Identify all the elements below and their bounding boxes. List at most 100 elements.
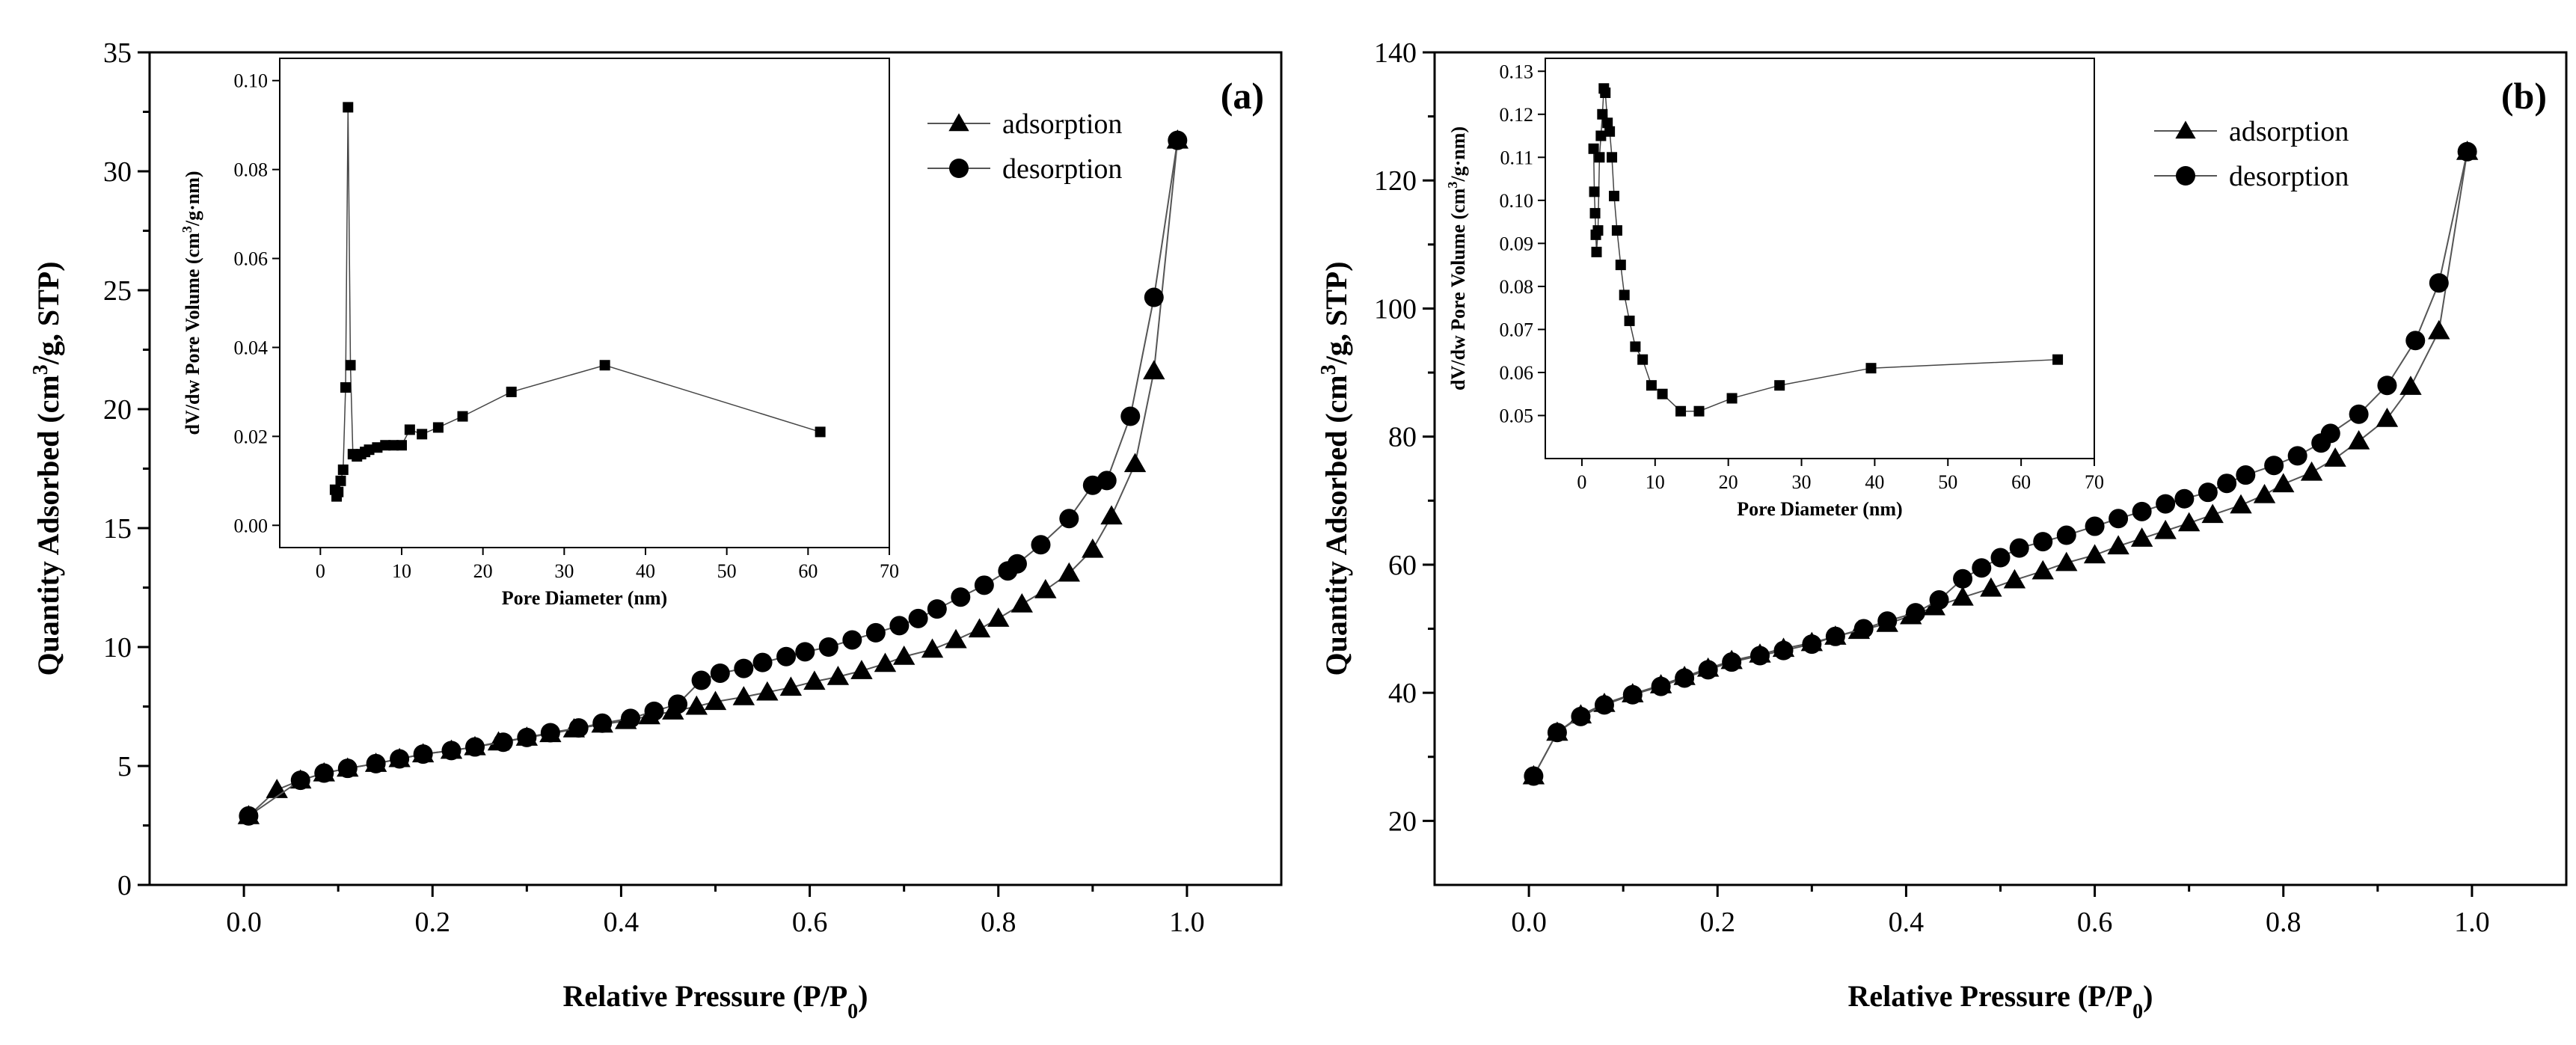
legend-marker-adsorption — [948, 113, 969, 132]
data-point-adsorption — [2376, 408, 2399, 427]
data-point-desorption — [540, 723, 560, 743]
inset-data-point — [1591, 246, 1602, 257]
inset-x-tick-label: 40 — [636, 560, 655, 582]
data-point-desorption — [752, 652, 773, 672]
data-point-desorption — [1144, 287, 1164, 307]
x-tick-label: 0.4 — [604, 907, 640, 938]
data-point-desorption — [974, 575, 994, 595]
legend-label-desorption: desorption — [1002, 153, 1122, 185]
inset-data-point — [404, 424, 415, 435]
data-point-desorption — [290, 770, 310, 791]
data-point-desorption — [644, 701, 664, 721]
data-point-desorption — [1877, 611, 1898, 631]
data-point-desorption — [1990, 548, 2011, 568]
series-desorption — [239, 130, 1188, 826]
data-point-desorption — [390, 749, 410, 769]
inset-data-point — [1594, 152, 1605, 163]
data-point-adsorption — [2324, 447, 2346, 467]
data-point-adsorption — [2230, 494, 2252, 514]
data-point-adsorption — [2272, 473, 2295, 493]
inset-data-point — [1637, 354, 1649, 365]
data-point-adsorption — [1980, 577, 2002, 597]
data-point-adsorption — [1100, 505, 1123, 525]
data-point-desorption — [239, 806, 259, 826]
legend: adsorption desorption — [2154, 116, 2349, 192]
inset-data-point — [1589, 208, 1601, 219]
inset-y-tick-label: 0.00 — [234, 515, 269, 536]
inset-frame — [1545, 58, 2095, 459]
inset-data-point — [1624, 315, 1635, 326]
panel-label: (a) — [1221, 75, 1264, 117]
data-point-desorption — [889, 616, 910, 636]
data-point-adsorption — [266, 779, 288, 798]
inset-chart: 0 10 20 30 40 50 60 70 0.00 0.02 0.04 0.06 0.08 0.10 P… — [180, 58, 899, 609]
data-point-desorption — [621, 708, 641, 729]
data-point-desorption — [1168, 130, 1188, 150]
data-point-desorption — [1059, 509, 1079, 529]
data-point-adsorption — [987, 607, 1010, 627]
data-point-desorption — [2377, 376, 2397, 396]
data-point-adsorption — [874, 652, 897, 672]
data-point-desorption — [2156, 494, 2176, 514]
data-point-desorption — [413, 744, 433, 764]
inset-data-point — [380, 440, 391, 451]
inset-data-point — [364, 444, 375, 456]
inset-data-point — [1619, 289, 1630, 301]
data-point-desorption — [2085, 516, 2105, 536]
data-point-desorption — [2349, 404, 2369, 424]
data-point-desorption — [1698, 660, 1718, 680]
inset-x-tick-label: 30 — [1792, 471, 1812, 493]
data-point-adsorption — [2347, 429, 2370, 450]
data-point-desorption — [366, 753, 386, 773]
data-point-desorption — [908, 608, 928, 628]
data-point-desorption — [2287, 446, 2307, 466]
x-tick-label: 0.4 — [1889, 907, 1925, 938]
legend-marker-adsorption — [2175, 120, 2196, 139]
legend-label-desorption: desorption — [2229, 161, 2349, 192]
inset-y-tick-label: 0.10 — [1500, 190, 1534, 212]
data-point-adsorption — [732, 686, 755, 705]
inset-y-tick-label: 0.02 — [234, 426, 269, 447]
data-point-adsorption — [2399, 376, 2422, 395]
data-point-adsorption — [892, 646, 916, 665]
inset-y-tick-label: 0.08 — [234, 159, 269, 181]
data-point-desorption — [2311, 433, 2331, 453]
data-point-desorption — [1953, 569, 1973, 589]
data-point-adsorption — [2130, 527, 2153, 547]
inset-x-tick-label: 50 — [1938, 471, 1957, 493]
data-point-adsorption — [921, 638, 944, 658]
inset-data-point — [1675, 405, 1687, 417]
y-tick-label: 10 — [103, 632, 132, 664]
data-point-desorption — [493, 732, 513, 753]
data-point-adsorption — [968, 618, 991, 638]
y-tick-label: 25 — [103, 275, 132, 307]
inset-y-tick-label: 0.11 — [1500, 147, 1533, 168]
data-point-desorption — [818, 637, 838, 657]
y-axis-title: Quantity Adsorbed (cm3/g, STP) — [29, 261, 66, 675]
inset-data-point — [1615, 260, 1626, 271]
data-point-desorption — [568, 718, 589, 738]
inset-data-point — [372, 442, 383, 453]
data-point-adsorption — [1082, 538, 1104, 558]
inset-x-tick-label: 0 — [1577, 471, 1586, 493]
data-point-desorption — [2405, 331, 2426, 351]
series-line-desorption — [1533, 151, 2468, 776]
y-tick-label: 20 — [1388, 806, 1417, 837]
inset-chart: 0 10 20 30 40 50 60 70 0.05 0.06 0.07 0.08 0.09 0.10 0… — [1445, 58, 2104, 520]
data-point-adsorption — [1058, 562, 1081, 582]
inset-frame — [279, 58, 890, 548]
data-point-desorption — [464, 737, 485, 757]
inset-data-point — [1774, 380, 1785, 391]
x-tick-label: 0.6 — [2077, 907, 2113, 938]
data-point-desorption — [1853, 619, 1874, 639]
inset-data-point — [1611, 225, 1622, 236]
data-point-adsorption — [945, 628, 967, 649]
series-desorption — [1524, 141, 2477, 786]
inset-data-point — [1608, 191, 1619, 202]
data-point-desorption — [1622, 684, 1643, 705]
x-tick-label: 0.6 — [792, 907, 828, 938]
y-tick-label: 120 — [1374, 165, 1417, 197]
inset-x-tick-label: 60 — [798, 560, 818, 582]
inset-data-point — [388, 440, 399, 451]
